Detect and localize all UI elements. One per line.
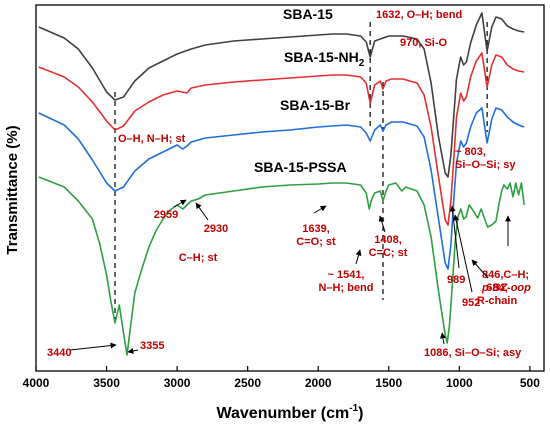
annotation: 3440 <box>47 347 71 359</box>
plot-frame <box>35 4 545 372</box>
annotation: ~ 1541, N–H; bend <box>319 269 374 294</box>
annotation: 1408, C=C; st <box>369 234 408 259</box>
x-tick-label: 2000 <box>305 376 332 390</box>
series-curves <box>38 12 525 356</box>
annotation-arrow <box>378 215 386 233</box>
x-axis-ticks: 4000 3500 3000 2500 2000 1500 1000 500 <box>23 366 540 390</box>
series-label: SBA-15 <box>283 6 333 22</box>
annotation-arrow <box>471 259 489 279</box>
annotation: 684, R-chain <box>477 282 518 307</box>
annotation: 1086, Si–O–Si; asy <box>424 347 522 359</box>
series-label: SBA-15-PSSA <box>254 159 347 175</box>
x-tick-label: 500 <box>520 376 540 390</box>
x-tick-label: 1000 <box>446 376 473 390</box>
annotation-arrow <box>173 199 187 208</box>
x-tick-label: 1500 <box>375 376 402 390</box>
x-tick-label: 3000 <box>164 376 191 390</box>
annotation: 1632, O–H; bend <box>376 9 462 21</box>
annotation: 1639, C=O; st <box>296 223 336 248</box>
annotation: 2930 <box>204 223 228 235</box>
annotation-arrow <box>440 332 446 345</box>
annotation: 989 <box>447 274 465 286</box>
series-line <box>38 52 525 226</box>
annotation-arrow <box>127 347 139 354</box>
annotation: C–H; st <box>179 252 218 264</box>
annotation-arrows <box>69 199 511 354</box>
annotation: 2959 <box>154 209 178 221</box>
y-axis-label: Transmittance (%) <box>4 125 21 254</box>
x-tick-label: 2500 <box>234 376 261 390</box>
series-line <box>38 107 525 270</box>
x-tick-label: 3500 <box>93 376 120 390</box>
annotation-arrow <box>195 202 209 221</box>
annotation-arrow <box>355 249 362 265</box>
annotation: ~ 803, Si–O–Si; sy <box>455 146 516 171</box>
annotation-arrow <box>449 205 460 269</box>
series-line <box>38 12 525 178</box>
annotation: 970, Si-O <box>400 37 448 49</box>
x-tick-label: 4000 <box>23 376 50 390</box>
series-label: SBA-15-NH2 <box>284 49 365 69</box>
series-label: SBA-15-Br <box>280 97 351 113</box>
annotations: 1632, O–H; bend 970, Si-O O–H, N–H; st ~ 80… <box>47 9 531 359</box>
annotation-arrow <box>453 214 473 293</box>
series-labels: SBA-15 SBA-15-NH2 SBA-15-Br SBA-15-PSSA <box>254 6 365 175</box>
annotation-arrow <box>69 342 117 351</box>
x-axis-label: Wavenumber (cm-1) <box>216 403 363 422</box>
annotation: 846,C–H; p-BZ-oop <box>481 269 531 294</box>
annotation: 3355 <box>140 340 164 352</box>
annotation: O–H, N–H; st <box>118 133 186 145</box>
annotation: 952 <box>462 297 480 309</box>
series-line <box>38 176 525 356</box>
annotation-arrow <box>313 205 327 214</box>
